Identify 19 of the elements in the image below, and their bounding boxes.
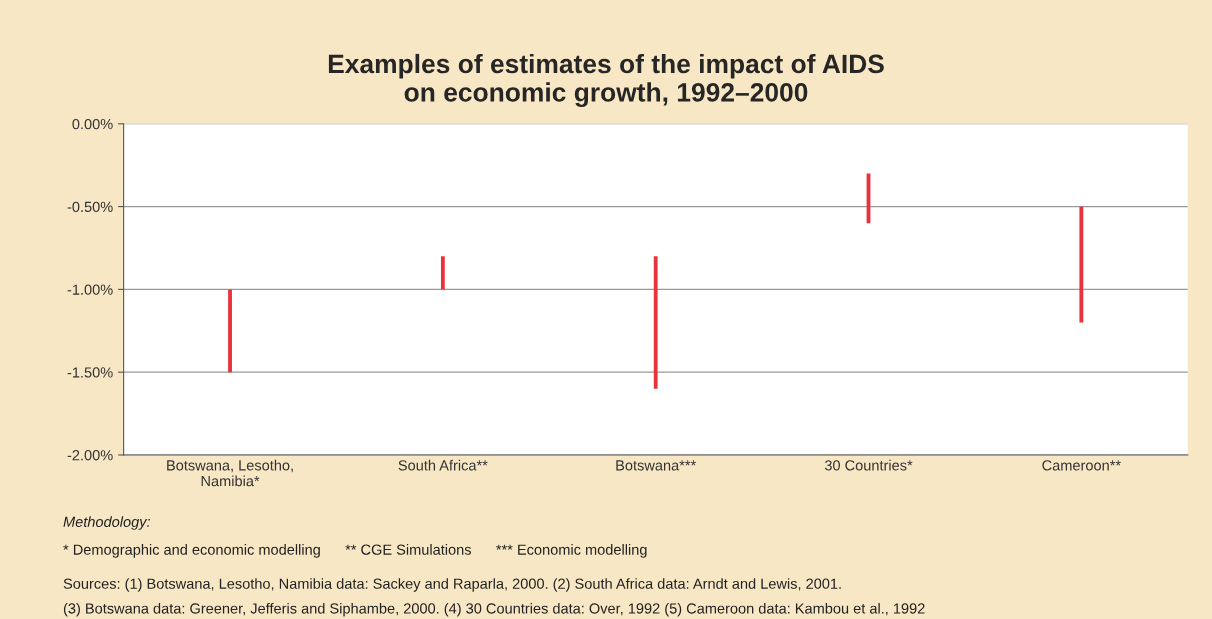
text: Methodology: — [63, 516, 150, 530]
x-tick-label: 30 Countries* — [824, 459, 913, 471]
y-tick-label: -1.00% — [67, 284, 113, 295]
x-tick-label: South Africa** — [398, 459, 488, 471]
source-note: Sources: (1) Botswana, Lesotho, Namibia data: Sackey and Raparla, 2000. (2) South Africa data: Arndt and Lewis, 2001. — [63, 578, 841, 592]
bar — [228, 289, 232, 373]
x-tick-label: Cameroon** — [1042, 460, 1121, 471]
text: (3) Botswana data: Greener, Jefferis and Siphambe, 2000. (4) 30 Countries data: Over, 1992 (5) Cameroon data: Kambou et al., 1992 — [63, 602, 925, 617]
y-tick-label: -2.00% — [67, 450, 113, 461]
bar — [440, 256, 445, 290]
bar — [1079, 206, 1084, 323]
y-tick-label: -1.50% — [67, 367, 113, 378]
y-tick-label: 0.00% — [72, 118, 113, 130]
text: * Demographic and economic modelling ** CGE Simulations *** Economic modelling — [63, 544, 647, 558]
chart-title: Examples of estimates of the impact of AIDS on economic growth, 1992–2000 — [328, 53, 884, 108]
y-tick-label: -0.50% — [67, 201, 113, 213]
x-tick-label: Botswana*** — [616, 460, 696, 471]
x-tick-label: Botswana, Lesotho, Namibia* — [167, 459, 293, 487]
bar — [653, 256, 658, 389]
